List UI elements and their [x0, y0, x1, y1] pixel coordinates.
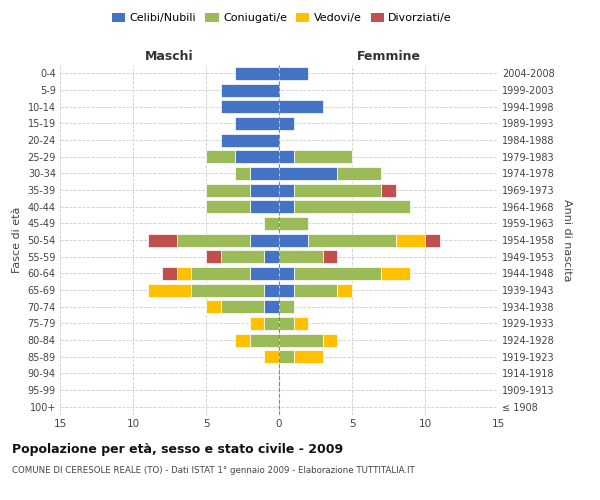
Bar: [148, 234, 177, 246]
Bar: [279, 167, 337, 180]
Bar: [293, 184, 381, 196]
Bar: [206, 184, 250, 196]
Legend: Celibi/Nubili, Coniugati/e, Vedovi/e, Divorziati/e: Celibi/Nubili, Coniugati/e, Vedovi/e, Di…: [107, 8, 457, 28]
Bar: [279, 100, 323, 113]
Bar: [293, 350, 323, 363]
Text: Popolazione per età, sesso e stato civile - 2009: Popolazione per età, sesso e stato civil…: [12, 442, 343, 456]
Bar: [279, 117, 293, 130]
Bar: [279, 267, 293, 280]
Bar: [279, 334, 323, 346]
Bar: [250, 184, 279, 196]
Bar: [293, 200, 410, 213]
Bar: [221, 300, 265, 313]
Bar: [250, 234, 279, 246]
Bar: [337, 284, 352, 296]
Bar: [396, 234, 425, 246]
Bar: [323, 334, 337, 346]
Bar: [206, 300, 221, 313]
Bar: [279, 184, 293, 196]
Bar: [221, 134, 279, 146]
Text: COMUNE DI CERESOLE REALE (TO) - Dati ISTAT 1° gennaio 2009 - Elaborazione TUTTIT: COMUNE DI CERESOLE REALE (TO) - Dati IST…: [12, 466, 415, 475]
Bar: [279, 350, 293, 363]
Bar: [191, 267, 250, 280]
Y-axis label: Fasce di età: Fasce di età: [12, 207, 22, 273]
Bar: [279, 250, 323, 263]
Bar: [265, 317, 279, 330]
Text: Femmine: Femmine: [356, 50, 421, 62]
Bar: [235, 67, 279, 80]
Text: Maschi: Maschi: [145, 50, 194, 62]
Bar: [148, 284, 191, 296]
Bar: [206, 200, 250, 213]
Bar: [265, 350, 279, 363]
Bar: [206, 250, 221, 263]
Bar: [279, 217, 308, 230]
Bar: [206, 150, 235, 163]
Bar: [250, 167, 279, 180]
Bar: [235, 167, 250, 180]
Bar: [293, 284, 337, 296]
Bar: [177, 234, 250, 246]
Bar: [279, 284, 293, 296]
Bar: [265, 217, 279, 230]
Bar: [221, 100, 279, 113]
Bar: [279, 317, 293, 330]
Bar: [177, 267, 191, 280]
Bar: [191, 284, 265, 296]
Bar: [308, 234, 396, 246]
Bar: [265, 300, 279, 313]
Bar: [250, 200, 279, 213]
Bar: [279, 200, 293, 213]
Bar: [337, 167, 381, 180]
Bar: [381, 267, 410, 280]
Bar: [235, 117, 279, 130]
Bar: [293, 267, 381, 280]
Bar: [250, 317, 265, 330]
Bar: [279, 67, 308, 80]
Bar: [265, 250, 279, 263]
Bar: [279, 300, 293, 313]
Bar: [162, 267, 177, 280]
Bar: [221, 84, 279, 96]
Bar: [250, 334, 279, 346]
Bar: [235, 334, 250, 346]
Bar: [235, 150, 279, 163]
Bar: [265, 284, 279, 296]
Bar: [293, 317, 308, 330]
Bar: [221, 250, 265, 263]
Bar: [279, 234, 308, 246]
Y-axis label: Anni di nascita: Anni di nascita: [562, 198, 572, 281]
Bar: [381, 184, 396, 196]
Bar: [250, 267, 279, 280]
Bar: [425, 234, 440, 246]
Bar: [279, 150, 293, 163]
Bar: [293, 150, 352, 163]
Bar: [323, 250, 337, 263]
